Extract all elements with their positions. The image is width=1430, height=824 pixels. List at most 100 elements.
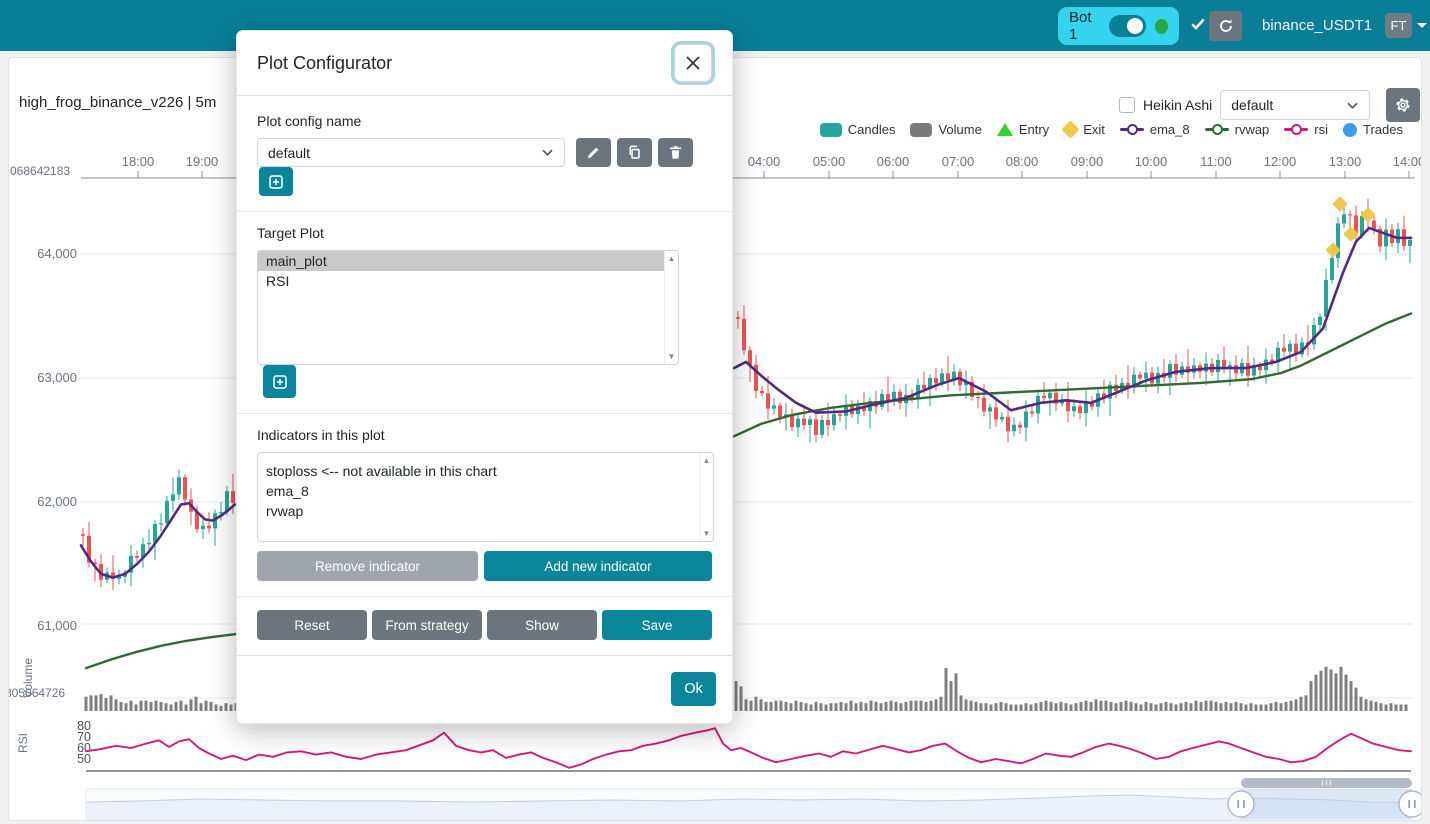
time-tick-label: 06:00 [877, 154, 910, 169]
chevron-down-icon [542, 149, 553, 156]
indicator-item[interactable]: rvwap [266, 503, 304, 519]
time-tick-label: 11:00 [1200, 154, 1232, 169]
legend-item-exit[interactable]: Exit [1061, 120, 1105, 139]
rsi-tick-label: 50 [77, 752, 91, 766]
time-tick-label: 04:00 [748, 154, 781, 169]
remove-indicator-button[interactable]: Remove indicator [257, 551, 479, 581]
bot-status-dot [1154, 18, 1168, 34]
indicators-list[interactable]: stoploss <-- not available in this chart… [257, 452, 714, 542]
navigator-left-handle[interactable] [1227, 790, 1255, 818]
time-tick-label: 19:00 [186, 154, 219, 169]
time-tick-label: 05:00 [813, 154, 846, 169]
plus-square-icon [269, 174, 283, 189]
modal-body: Plot config name default [237, 96, 732, 655]
navigator-area [86, 795, 1411, 818]
price-tick-label: 61,000 [37, 618, 77, 633]
duplicate-config-button[interactable] [616, 138, 652, 167]
target-plot-list[interactable]: main_plot RSI ▲ ▼ [257, 250, 679, 365]
plot-config-select[interactable]: default [1220, 90, 1371, 120]
chart-controls: Heikin Ashi default [1119, 88, 1421, 122]
navigator-right-handle[interactable] [1398, 790, 1421, 818]
plot-settings-button[interactable] [1386, 88, 1421, 122]
exchange-label: binance_USDT1 [1262, 17, 1373, 34]
scrollbar[interactable]: ▲ ▼ [664, 251, 678, 364]
candlestick-chart[interactable]: 18:00 19:00 04:00 05:00 06:00 07:00 08:00 09:00… [9, 58, 1421, 820]
close-button[interactable] [674, 44, 712, 82]
heikin-ashi-checkbox[interactable] [1119, 97, 1135, 113]
time-tick-label: 12:00 [1264, 154, 1297, 169]
price-tick-label: 62,000 [37, 494, 77, 509]
show-button[interactable]: Show [487, 610, 597, 640]
indicator-item[interactable]: stoploss <-- not available in this chart [266, 463, 497, 479]
exit-marker [1343, 226, 1359, 242]
chevron-down-icon [1417, 23, 1427, 28]
time-tick-label: 07:00 [942, 154, 975, 169]
legend-item-candles[interactable]: Candles [819, 122, 896, 137]
target-plot-option[interactable]: RSI [266, 273, 290, 289]
price-tick-label: 64,000 [37, 246, 77, 261]
legend-label: Trades [1363, 122, 1403, 137]
rsi-tick-label: 70 [77, 730, 91, 744]
scrollbar[interactable]: ▲ ▼ [699, 453, 713, 541]
exit-marker [1360, 207, 1376, 223]
legend-item-entry[interactable]: Entry [996, 122, 1050, 137]
add-indicator-button[interactable]: Add new indicator [484, 551, 712, 581]
candles-series [81, 469, 235, 590]
rsi-marker [1284, 124, 1309, 135]
exit-marker [1332, 196, 1348, 212]
legend-label: Entry [1018, 122, 1050, 137]
bot-name-label: Bot 1 [1069, 9, 1092, 43]
legend-item-trades[interactable]: Trades [1343, 122, 1403, 137]
config-name-value: default [268, 144, 311, 161]
rvwap-marker [1204, 124, 1229, 135]
pencil-icon [587, 147, 599, 159]
legend-label: Candles [847, 122, 896, 137]
plot-configurator-modal: Plot Configurator Plot config name defau… [236, 30, 733, 724]
rsi-tick-label: 80 [77, 719, 91, 733]
edit-config-button[interactable] [575, 138, 611, 167]
trash-icon [669, 146, 681, 159]
reset-button[interactable]: Reset [257, 610, 367, 640]
volume-marker [910, 122, 933, 137]
indicators-label: Indicators in this plot [257, 427, 385, 443]
heikin-ashi-label: Heikin Ashi [1143, 97, 1213, 113]
delete-config-button[interactable] [657, 138, 693, 167]
bot-selector-pill[interactable]: Bot 1 [1058, 7, 1179, 45]
navigator-selected-range[interactable] [1241, 789, 1412, 819]
plus-square-icon [272, 374, 287, 389]
user-avatar[interactable]: FT [1385, 13, 1412, 38]
modal-footer: Ok [237, 655, 732, 723]
copy-icon [629, 145, 640, 159]
check-icon [1191, 18, 1205, 30]
volume-axis-mid-value: 305064726 [8, 686, 66, 700]
ema8-line [79, 501, 237, 579]
legend-label: ema_8 [1149, 122, 1190, 137]
volume-axis-top-value: 068642183 [10, 164, 71, 178]
legend-label: Exit [1083, 122, 1105, 137]
exit-marker [1325, 242, 1341, 258]
save-button[interactable]: Save [602, 610, 712, 640]
time-tick-label: 13:00 [1329, 154, 1362, 169]
indicator-item[interactable]: ema_8 [266, 483, 309, 499]
add-target-plot-button[interactable] [263, 365, 296, 398]
from-strategy-button[interactable]: From strategy [372, 610, 482, 640]
config-name-label: Plot config name [257, 113, 362, 129]
time-tick-label: 08:00 [1006, 154, 1039, 169]
legend-item-rvwap[interactable]: rvwap [1204, 122, 1269, 137]
legend-item-rsi[interactable]: rsi [1284, 122, 1328, 137]
time-tick-label: 14:00 [1393, 154, 1421, 169]
chart-title: high_frog_binance_v226 | 5m [19, 94, 217, 111]
refresh-button[interactable] [1209, 11, 1242, 41]
trades-marker [1343, 122, 1358, 137]
time-tick-label: 10:00 [1135, 154, 1168, 169]
legend-item-ema_8[interactable]: ema_8 [1119, 122, 1190, 137]
target-plot-label: Target Plot [257, 225, 324, 241]
ok-button[interactable]: Ok [671, 672, 716, 706]
target-plot-option[interactable]: main_plot [258, 251, 664, 271]
config-name-select[interactable]: default [257, 138, 565, 167]
legend-item-volume[interactable]: Volume [910, 122, 982, 137]
bot-online-toggle[interactable] [1108, 15, 1146, 37]
legend-label: rsi [1314, 122, 1329, 137]
add-config-button[interactable] [259, 167, 293, 196]
ema8-line [732, 226, 1413, 415]
